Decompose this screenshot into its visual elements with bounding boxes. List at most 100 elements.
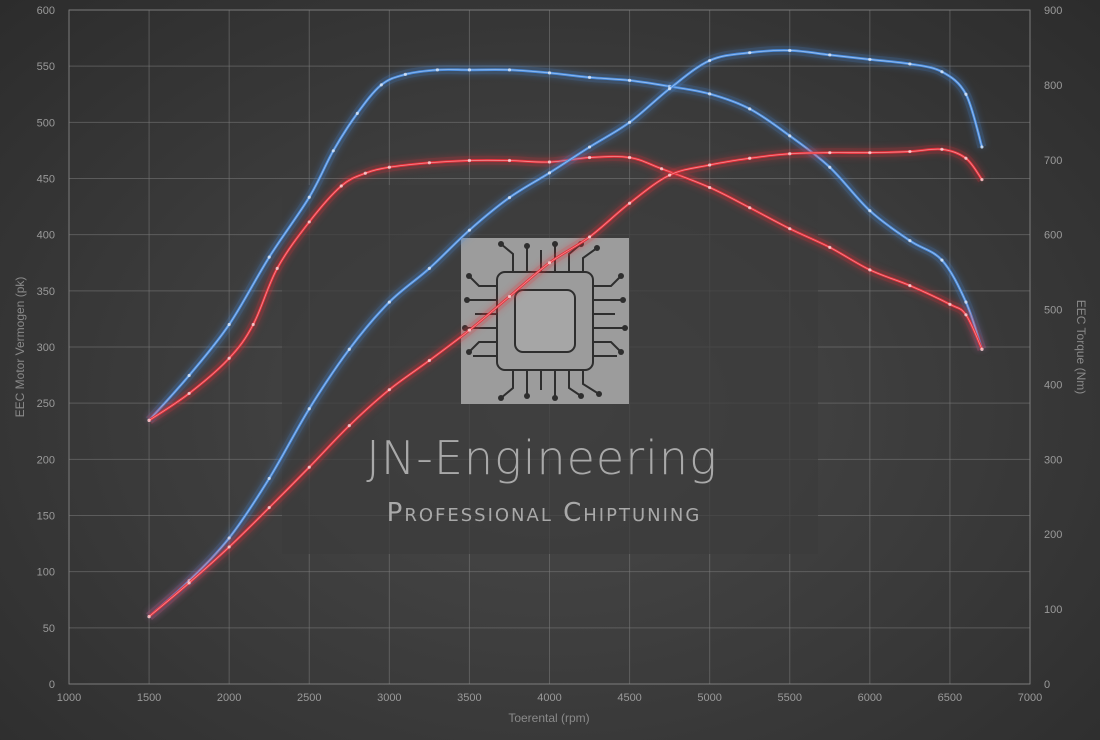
data-point bbox=[587, 155, 592, 160]
y2-tick-label: 400 bbox=[1044, 379, 1062, 391]
data-point bbox=[267, 255, 271, 259]
data-point bbox=[355, 111, 359, 115]
x-tick-label: 5500 bbox=[778, 692, 802, 704]
y2-tick-label: 100 bbox=[1044, 604, 1062, 616]
y2-tick-label: 500 bbox=[1044, 305, 1062, 317]
data-point bbox=[708, 163, 712, 167]
data-point bbox=[964, 92, 968, 96]
data-point bbox=[227, 536, 231, 540]
data-point bbox=[187, 373, 191, 378]
y-tick-label: 500 bbox=[37, 117, 55, 129]
y-tick-label: 600 bbox=[37, 5, 55, 17]
data-point bbox=[467, 228, 472, 232]
data-point bbox=[980, 347, 984, 351]
data-point bbox=[908, 149, 912, 154]
data-point bbox=[660, 167, 664, 171]
x-tick-label: 7000 bbox=[1018, 692, 1042, 704]
x-tick-label: 6500 bbox=[938, 692, 962, 704]
data-point bbox=[708, 185, 712, 190]
plot-frame bbox=[68, 9, 1031, 685]
watermark-subtitle: Professional Chiptuning bbox=[387, 498, 702, 528]
x-tick-label: 3000 bbox=[377, 692, 401, 704]
x-tick-label: 2000 bbox=[217, 692, 241, 704]
y2-tick-label: 600 bbox=[1044, 230, 1062, 242]
data-point bbox=[547, 261, 552, 265]
data-point bbox=[547, 160, 552, 164]
x-axis-label: Toerental (rpm) bbox=[508, 711, 589, 725]
data-point bbox=[868, 57, 872, 62]
data-point bbox=[627, 78, 632, 82]
data-point bbox=[964, 300, 968, 304]
series-line-2 bbox=[147, 49, 984, 618]
series-highlight-2 bbox=[148, 49, 983, 617]
data-point bbox=[547, 71, 552, 75]
data-point bbox=[627, 120, 632, 124]
data-point bbox=[427, 358, 431, 363]
data-point bbox=[828, 245, 832, 249]
y-tick-label: 300 bbox=[37, 342, 55, 354]
data-point bbox=[788, 227, 792, 231]
data-point bbox=[940, 258, 944, 262]
data-point bbox=[748, 156, 752, 160]
data-point bbox=[788, 134, 792, 138]
data-point bbox=[908, 239, 912, 243]
data-point bbox=[708, 92, 712, 96]
y-tick-label: 250 bbox=[37, 398, 55, 410]
data-point bbox=[748, 107, 752, 111]
data-point bbox=[627, 155, 632, 160]
data-point bbox=[267, 506, 271, 510]
data-point bbox=[147, 418, 151, 422]
watermark: JN-Engineering Professional Chiptuning bbox=[282, 185, 818, 554]
data-point bbox=[379, 83, 383, 87]
data-point bbox=[748, 206, 752, 210]
y2-tick-label: 300 bbox=[1044, 454, 1062, 466]
data-point bbox=[227, 356, 231, 360]
data-point bbox=[587, 235, 592, 239]
data-point bbox=[347, 347, 351, 351]
data-point bbox=[307, 465, 311, 469]
x-tick-label: 1000 bbox=[57, 692, 81, 704]
x-tick-label: 5000 bbox=[697, 692, 721, 704]
data-point bbox=[507, 195, 512, 200]
data-point bbox=[668, 173, 672, 177]
data-point bbox=[403, 72, 407, 77]
y-axis-label: EEC Motor Vermogen (pk) bbox=[13, 277, 27, 418]
y-tick-label: 0 bbox=[49, 679, 55, 691]
data-point bbox=[331, 149, 335, 153]
y-tick-label: 450 bbox=[37, 174, 55, 186]
data-point bbox=[363, 171, 367, 175]
y2-tick-label: 900 bbox=[1044, 5, 1062, 17]
y2-tick-label: 200 bbox=[1044, 529, 1062, 541]
data-point bbox=[828, 151, 832, 155]
data-point bbox=[275, 266, 279, 270]
data-point bbox=[868, 209, 872, 213]
data-point bbox=[387, 300, 391, 304]
data-point bbox=[387, 388, 391, 392]
y-tick-label: 150 bbox=[37, 511, 55, 523]
data-point bbox=[980, 145, 984, 149]
y-tick-label: 400 bbox=[37, 230, 55, 242]
y2-tick-label: 700 bbox=[1044, 155, 1062, 167]
data-point bbox=[587, 75, 592, 79]
watermark-title: JN-Engineering bbox=[366, 431, 717, 485]
tick-labels: 1000 1500 2000 2500 3000 3500 4000 4500 5000 5500… bbox=[37, 5, 1063, 704]
data-point bbox=[668, 87, 672, 91]
data-point bbox=[435, 68, 439, 72]
data-point bbox=[587, 145, 592, 149]
data-point bbox=[868, 151, 872, 155]
data-point bbox=[187, 391, 191, 396]
data-point bbox=[908, 62, 912, 66]
data-point bbox=[267, 476, 271, 481]
x-tick-label: 6000 bbox=[858, 692, 882, 704]
data-point bbox=[708, 58, 712, 63]
x-tick-label: 1500 bbox=[137, 692, 161, 704]
data-point bbox=[387, 165, 391, 169]
data-point bbox=[227, 322, 231, 327]
data-point bbox=[467, 68, 472, 72]
y2-axis-label: EEC Torque (Nm) bbox=[1074, 300, 1088, 394]
x-tick-label: 4500 bbox=[617, 692, 641, 704]
x-tick-label: 4000 bbox=[537, 692, 561, 704]
data-point bbox=[788, 48, 792, 53]
y2-tick-label: 0 bbox=[1044, 679, 1050, 691]
data-point bbox=[948, 302, 952, 306]
